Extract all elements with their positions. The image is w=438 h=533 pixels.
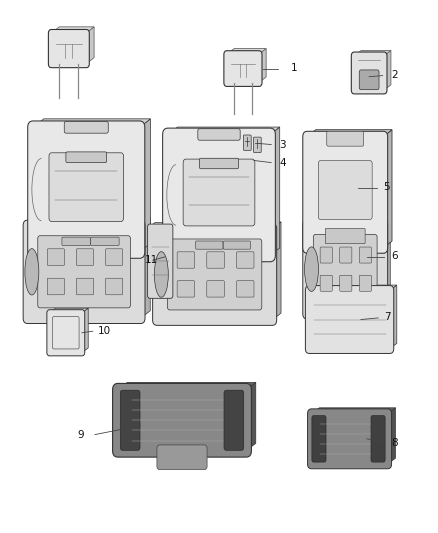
Polygon shape: [150, 222, 176, 227]
FancyBboxPatch shape: [224, 390, 244, 450]
Polygon shape: [383, 130, 392, 248]
FancyBboxPatch shape: [320, 247, 332, 263]
FancyBboxPatch shape: [198, 129, 240, 140]
Polygon shape: [311, 408, 396, 414]
FancyBboxPatch shape: [253, 137, 261, 152]
Text: 2: 2: [391, 70, 398, 79]
Polygon shape: [168, 127, 280, 134]
Polygon shape: [384, 51, 391, 90]
Polygon shape: [157, 222, 281, 229]
FancyBboxPatch shape: [28, 121, 145, 259]
FancyBboxPatch shape: [307, 409, 392, 469]
Text: 7: 7: [385, 312, 391, 322]
FancyBboxPatch shape: [327, 131, 364, 146]
FancyBboxPatch shape: [207, 281, 224, 297]
FancyBboxPatch shape: [312, 416, 326, 462]
FancyBboxPatch shape: [106, 249, 123, 265]
FancyBboxPatch shape: [148, 224, 173, 298]
Polygon shape: [227, 49, 266, 54]
FancyBboxPatch shape: [359, 70, 379, 90]
Polygon shape: [49, 308, 88, 313]
Polygon shape: [270, 127, 280, 255]
FancyBboxPatch shape: [162, 128, 276, 262]
Polygon shape: [28, 218, 150, 225]
Polygon shape: [259, 49, 266, 83]
Polygon shape: [118, 382, 256, 390]
Polygon shape: [82, 308, 88, 353]
FancyBboxPatch shape: [340, 247, 352, 263]
FancyBboxPatch shape: [38, 236, 131, 308]
Polygon shape: [307, 130, 392, 136]
Text: 11: 11: [145, 255, 158, 265]
Text: 1: 1: [291, 63, 297, 72]
FancyBboxPatch shape: [177, 252, 194, 268]
FancyBboxPatch shape: [48, 29, 89, 68]
Text: 6: 6: [391, 251, 398, 261]
FancyBboxPatch shape: [47, 310, 85, 356]
FancyBboxPatch shape: [340, 275, 352, 291]
FancyBboxPatch shape: [62, 237, 90, 246]
Polygon shape: [51, 27, 94, 33]
Polygon shape: [383, 219, 390, 314]
Ellipse shape: [304, 247, 318, 292]
FancyBboxPatch shape: [325, 228, 365, 244]
Text: 3: 3: [279, 140, 286, 150]
Text: 10: 10: [98, 326, 111, 336]
FancyBboxPatch shape: [313, 235, 377, 304]
FancyBboxPatch shape: [237, 281, 254, 297]
FancyBboxPatch shape: [152, 223, 277, 325]
FancyBboxPatch shape: [223, 241, 251, 249]
FancyBboxPatch shape: [224, 51, 262, 86]
Polygon shape: [246, 382, 256, 451]
Ellipse shape: [25, 248, 39, 295]
FancyBboxPatch shape: [359, 275, 371, 291]
FancyBboxPatch shape: [66, 152, 106, 163]
Text: 5: 5: [384, 182, 390, 192]
FancyBboxPatch shape: [167, 239, 262, 310]
FancyBboxPatch shape: [64, 122, 108, 133]
FancyBboxPatch shape: [157, 445, 207, 470]
FancyBboxPatch shape: [196, 241, 223, 249]
FancyBboxPatch shape: [244, 135, 251, 150]
FancyBboxPatch shape: [120, 390, 140, 450]
FancyBboxPatch shape: [207, 252, 224, 268]
Ellipse shape: [154, 252, 168, 297]
FancyBboxPatch shape: [47, 278, 64, 295]
Polygon shape: [141, 218, 150, 318]
Text: 8: 8: [391, 438, 398, 448]
FancyBboxPatch shape: [49, 153, 124, 221]
FancyBboxPatch shape: [91, 237, 119, 246]
FancyBboxPatch shape: [303, 219, 388, 319]
Polygon shape: [354, 51, 391, 56]
Polygon shape: [309, 285, 397, 290]
Polygon shape: [33, 119, 150, 127]
FancyBboxPatch shape: [199, 158, 239, 169]
FancyBboxPatch shape: [47, 249, 64, 265]
FancyBboxPatch shape: [351, 52, 387, 94]
Text: 4: 4: [279, 158, 286, 167]
FancyBboxPatch shape: [305, 286, 394, 353]
FancyBboxPatch shape: [177, 281, 194, 297]
Polygon shape: [171, 222, 176, 296]
FancyBboxPatch shape: [76, 278, 94, 295]
FancyBboxPatch shape: [320, 275, 332, 291]
FancyBboxPatch shape: [237, 252, 254, 268]
Polygon shape: [140, 119, 150, 252]
FancyBboxPatch shape: [183, 159, 255, 226]
FancyBboxPatch shape: [303, 131, 388, 253]
Polygon shape: [86, 27, 94, 64]
Polygon shape: [307, 219, 390, 224]
FancyBboxPatch shape: [371, 416, 385, 462]
FancyBboxPatch shape: [106, 278, 123, 295]
FancyBboxPatch shape: [359, 247, 371, 263]
FancyBboxPatch shape: [76, 249, 94, 265]
Text: 9: 9: [78, 430, 84, 440]
FancyBboxPatch shape: [113, 383, 251, 457]
Polygon shape: [390, 285, 397, 349]
FancyBboxPatch shape: [318, 160, 372, 220]
Polygon shape: [388, 408, 396, 464]
FancyBboxPatch shape: [23, 220, 145, 324]
Polygon shape: [272, 222, 281, 320]
